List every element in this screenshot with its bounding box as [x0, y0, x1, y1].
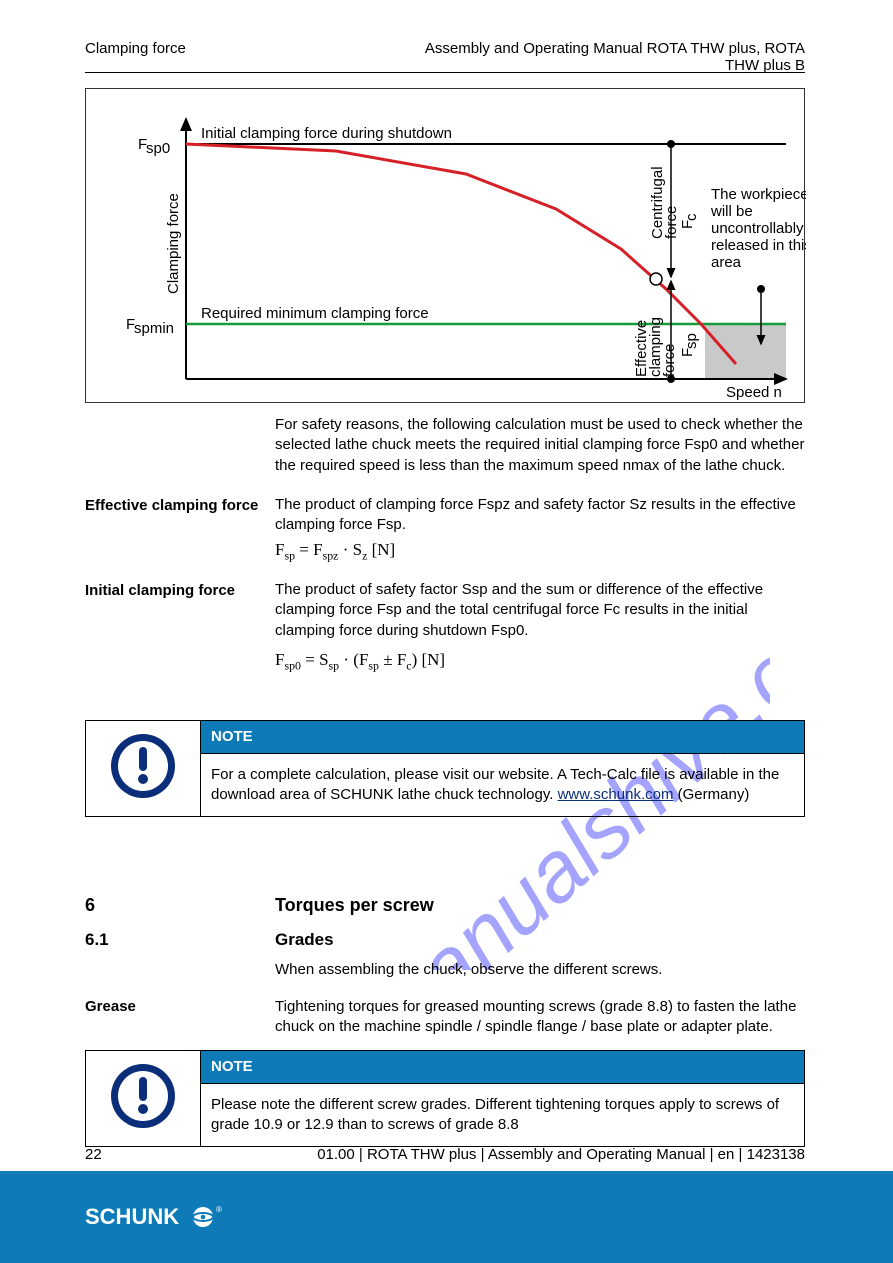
svg-text:spmin: spmin [134, 320, 174, 337]
note-box-grades: NOTE Please note the different screw gra… [85, 1050, 805, 1147]
svg-text:force: force [661, 344, 678, 377]
note-title-2: NOTE [201, 1051, 805, 1084]
note-box-calc: NOTE For a complete calculation, please … [85, 720, 805, 817]
svg-text:Required minimum clamping forc: Required minimum clamping force [201, 305, 429, 322]
note-body-2: Please note the different screw grades. … [201, 1083, 805, 1146]
header-doc-title: Assembly and Operating Manual ROTA THW p… [425, 40, 805, 74]
svg-text:force: force [663, 206, 680, 239]
label-grease: Grease [85, 998, 136, 1015]
svg-text:The workpiece: The workpiece [711, 186, 806, 203]
svg-text:®: ® [216, 1205, 222, 1214]
svg-text:Speed n: Speed n [726, 384, 782, 401]
svg-text:uncontrollably: uncontrollably [711, 220, 804, 237]
para-intro: For safety reasons, the following calcul… [275, 415, 805, 476]
document-page: manualshive.com Clamping force Assembly … [0, 0, 893, 1263]
svg-text:SCHUNK: SCHUNK [85, 1204, 179, 1229]
label-effective-clamping: Effective clamping force [85, 497, 258, 514]
para-initial: The product of safety factor Ssp and the… [275, 580, 805, 641]
note-body: For a complete calculation, please visit… [201, 753, 805, 816]
note-icon-cell [86, 721, 201, 817]
notice-icon [108, 731, 178, 801]
notice-icon [108, 1061, 178, 1131]
svg-text:sp0: sp0 [146, 140, 170, 157]
svg-text:will be: will be [710, 203, 753, 220]
footer-bar: SCHUNK ® [0, 1171, 893, 1263]
label-initial-clamping: Initial clamping force [85, 582, 235, 599]
note-title: NOTE [201, 721, 805, 754]
heading-6-1-title: Grades [275, 930, 334, 950]
heading-6-num: 6 [85, 895, 95, 916]
heading-6-1-num: 6.1 [85, 930, 109, 950]
svg-text:c: c [683, 213, 700, 221]
header-rule [85, 72, 805, 73]
para-effective: The product of clamping force Fspz and s… [275, 495, 805, 536]
svg-text:released in this: released in this [711, 237, 806, 254]
svg-text:sp: sp [683, 333, 700, 349]
schunk-link[interactable]: www.schunk.com [558, 786, 674, 803]
header-section-title: Clamping force [85, 40, 186, 57]
schunk-logo: SCHUNK ® [85, 1202, 235, 1241]
svg-text:Initial clamping force during: Initial clamping force during shutdown [201, 125, 452, 142]
heading-6-title: Torques per screw [275, 895, 434, 916]
link-suffix: (Germany) [673, 786, 749, 803]
formula-fsp0: Fsp0 = Ssp · (Fsp ± Fc) [N] [275, 650, 445, 673]
note-icon-cell-2 [86, 1051, 201, 1147]
clamping-force-chart: Fsp0FspminSpeed nClamping forceInitial c… [85, 88, 805, 403]
svg-text:Clamping force: Clamping force [165, 193, 182, 294]
page-number: 22 [85, 1146, 102, 1163]
svg-text:area: area [711, 254, 742, 271]
para-assembly: When assembling the chuck, observe the d… [275, 960, 805, 980]
para-torques: Tightening torques for greased mounting … [275, 997, 805, 1038]
formula-fsp: Fsp = Fspz · Sz [N] [275, 540, 395, 563]
footer-docid: 01.00 | ROTA THW plus | Assembly and Ope… [317, 1146, 805, 1163]
